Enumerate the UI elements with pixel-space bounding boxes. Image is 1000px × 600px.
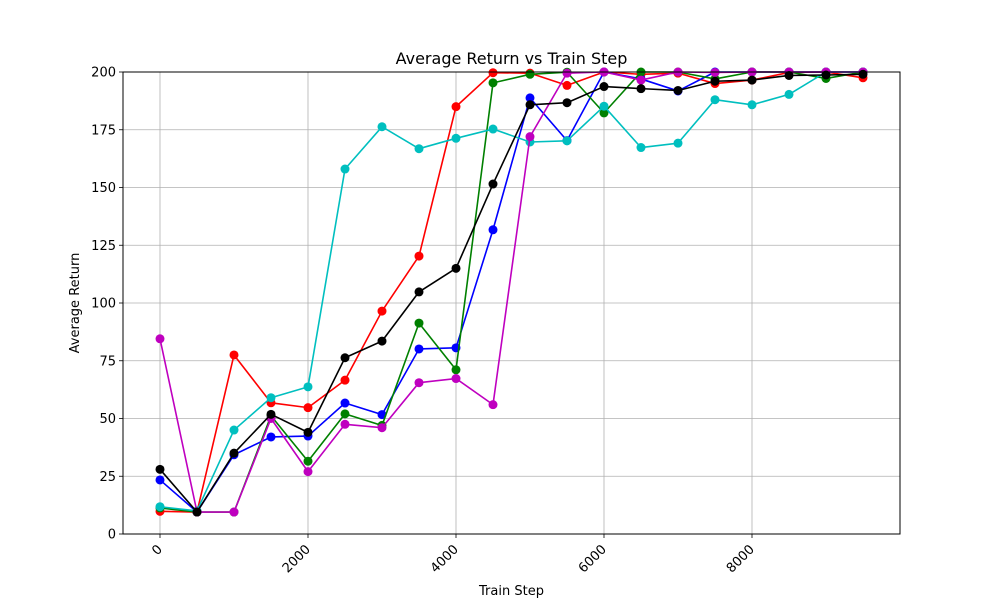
data-point bbox=[451, 133, 461, 143]
y-tick-label: 75 bbox=[99, 354, 116, 369]
data-point bbox=[858, 69, 868, 79]
data-point bbox=[155, 464, 165, 474]
data-point bbox=[562, 98, 572, 108]
data-point bbox=[155, 502, 165, 512]
data-point bbox=[414, 251, 424, 261]
data-point bbox=[525, 100, 535, 110]
y-tick-label: 125 bbox=[91, 239, 116, 254]
y-axis-label: Average Return bbox=[68, 253, 83, 354]
data-point bbox=[451, 102, 461, 112]
data-point bbox=[266, 409, 276, 419]
data-point bbox=[451, 263, 461, 273]
data-point bbox=[488, 225, 498, 235]
data-point bbox=[266, 432, 276, 442]
data-point bbox=[340, 409, 350, 419]
data-point bbox=[414, 318, 424, 328]
data-point bbox=[229, 448, 239, 458]
data-point bbox=[414, 287, 424, 297]
data-point bbox=[599, 108, 609, 118]
data-point bbox=[488, 68, 498, 78]
data-point bbox=[747, 75, 757, 85]
data-point bbox=[229, 350, 239, 360]
data-point bbox=[155, 475, 165, 485]
data-point bbox=[488, 78, 498, 88]
series-line bbox=[159, 71, 864, 513]
data-point bbox=[451, 365, 461, 375]
data-point bbox=[488, 124, 498, 134]
data-point bbox=[340, 164, 350, 174]
data-point bbox=[562, 68, 572, 78]
data-point bbox=[340, 398, 350, 408]
data-point bbox=[192, 507, 202, 517]
data-point bbox=[821, 70, 831, 80]
x-axis-label: Train Step bbox=[478, 584, 544, 599]
data-point bbox=[525, 93, 535, 103]
data-point bbox=[377, 122, 387, 132]
data-point bbox=[414, 344, 424, 354]
data-point bbox=[340, 419, 350, 429]
data-point bbox=[303, 427, 313, 437]
data-point bbox=[599, 101, 609, 111]
data-point bbox=[414, 378, 424, 388]
data-point bbox=[155, 334, 165, 344]
data-point bbox=[229, 425, 239, 435]
data-point bbox=[303, 403, 313, 413]
data-point bbox=[525, 132, 535, 142]
data-point bbox=[747, 100, 757, 110]
data-point bbox=[710, 76, 720, 86]
y-tick-label: 0 bbox=[108, 528, 116, 543]
data-point bbox=[525, 69, 535, 79]
y-tick-label: 150 bbox=[91, 181, 116, 196]
data-point bbox=[414, 144, 424, 154]
series-line bbox=[159, 73, 864, 513]
data-point bbox=[303, 382, 313, 392]
data-point bbox=[488, 179, 498, 189]
data-point bbox=[451, 374, 461, 384]
data-point bbox=[377, 306, 387, 316]
data-point bbox=[673, 85, 683, 95]
y-tick-label: 25 bbox=[99, 470, 116, 485]
data-point bbox=[636, 84, 646, 94]
data-point bbox=[636, 75, 646, 85]
data-point bbox=[710, 95, 720, 105]
y-tick-label: 175 bbox=[91, 123, 116, 138]
data-point bbox=[377, 410, 387, 420]
data-point bbox=[488, 400, 498, 410]
data-point bbox=[599, 82, 609, 92]
data-point bbox=[303, 467, 313, 477]
y-tick-label: 200 bbox=[91, 66, 116, 81]
data-point bbox=[377, 423, 387, 433]
data-point bbox=[377, 336, 387, 346]
data-point bbox=[303, 456, 313, 466]
data-point bbox=[673, 138, 683, 148]
data-point bbox=[340, 353, 350, 363]
data-point bbox=[562, 136, 572, 146]
data-point bbox=[340, 375, 350, 385]
data-point bbox=[266, 393, 276, 403]
data-point bbox=[784, 70, 794, 80]
data-point bbox=[229, 507, 239, 517]
chart-title: Average Return vs Train Step bbox=[396, 49, 628, 68]
data-point bbox=[636, 143, 646, 153]
data-point bbox=[562, 80, 572, 90]
data-point bbox=[784, 89, 794, 99]
series-6 bbox=[155, 69, 868, 517]
series-line bbox=[159, 71, 863, 512]
y-tick-label: 100 bbox=[91, 297, 116, 312]
y-tick-label: 50 bbox=[99, 412, 116, 427]
